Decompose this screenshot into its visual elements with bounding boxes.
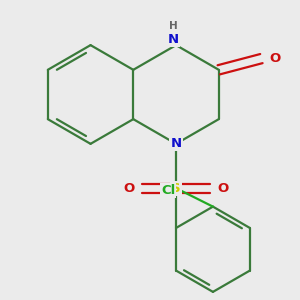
Text: O: O xyxy=(218,182,229,195)
Text: H: H xyxy=(169,21,178,31)
Text: O: O xyxy=(269,52,281,65)
Text: N: N xyxy=(168,33,179,46)
Text: O: O xyxy=(123,182,135,195)
Text: S: S xyxy=(171,182,181,195)
Text: N: N xyxy=(170,137,182,150)
Text: Cl: Cl xyxy=(161,184,175,197)
